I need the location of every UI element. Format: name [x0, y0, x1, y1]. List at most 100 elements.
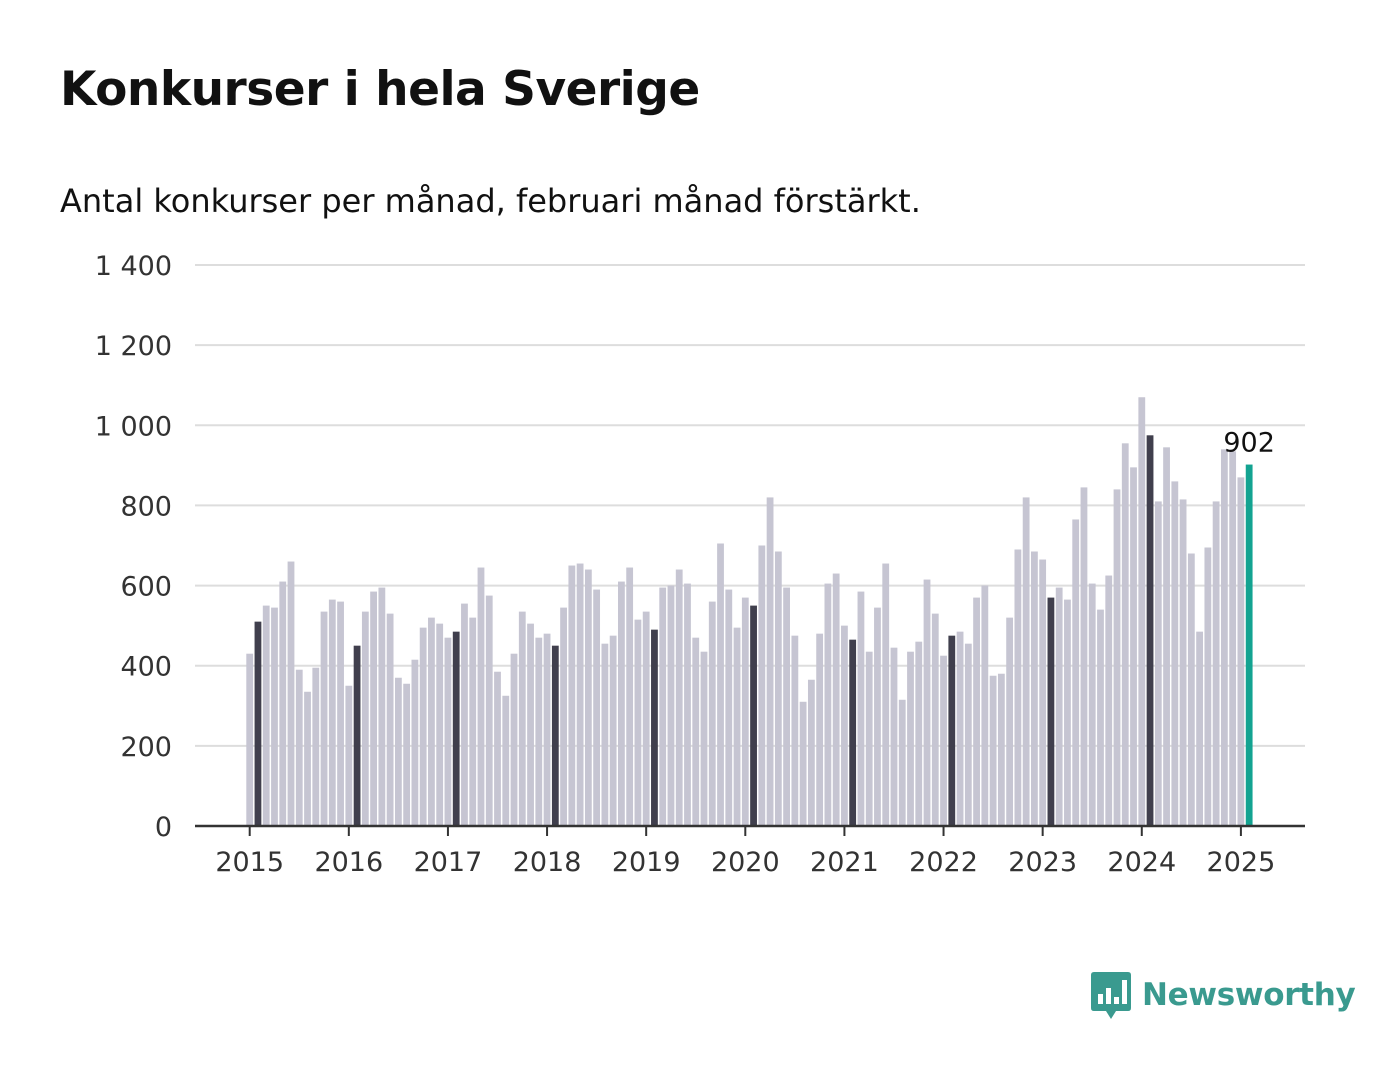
bar	[1187, 553, 1195, 826]
bar	[337, 601, 344, 826]
bar-latest	[1245, 464, 1253, 826]
latest-value-label: 902	[1223, 428, 1275, 459]
bar	[469, 617, 477, 826]
bar	[964, 643, 972, 826]
bar	[717, 543, 724, 826]
bar	[857, 591, 865, 826]
bar	[1022, 497, 1030, 826]
x-axis: 2015 2016 2017 2018 2019 2020 2021 2022 2023 2024…	[195, 824, 1305, 878]
bar	[568, 565, 576, 826]
bar	[989, 675, 997, 826]
bar	[783, 587, 790, 826]
bar-february	[254, 621, 262, 826]
x-tick-label: 2022	[909, 847, 978, 878]
y-tick-label: 800	[120, 491, 172, 522]
bar	[874, 607, 881, 826]
bar	[634, 619, 642, 826]
bar	[527, 623, 534, 826]
bar	[361, 611, 369, 826]
bar	[1039, 559, 1047, 826]
bar	[618, 581, 625, 826]
bar	[1130, 467, 1137, 826]
bar	[675, 569, 683, 826]
bar	[733, 627, 741, 826]
bar	[560, 607, 567, 826]
bar	[461, 603, 468, 826]
bar-february	[551, 645, 559, 826]
x-tick-label: 2015	[215, 847, 284, 878]
bar	[262, 605, 270, 826]
bar	[370, 591, 377, 826]
bar	[510, 653, 518, 826]
bar	[865, 651, 873, 826]
bar	[1064, 599, 1071, 826]
bar	[428, 617, 435, 826]
bar	[1031, 551, 1038, 826]
y-tick-label: 1 200	[95, 331, 172, 362]
bar-february	[849, 639, 857, 826]
bar	[1014, 549, 1022, 826]
bar	[642, 611, 650, 826]
x-tick-label: 2019	[612, 847, 681, 878]
bar	[973, 597, 980, 826]
bar	[626, 567, 634, 826]
bar	[304, 691, 311, 826]
x-tick-label: 2017	[414, 847, 483, 878]
bar	[502, 695, 510, 826]
x-tick-label: 2021	[810, 847, 879, 878]
bar	[345, 685, 353, 826]
bar	[535, 637, 543, 826]
bar-february	[948, 635, 956, 826]
bar	[1121, 443, 1129, 826]
bar	[841, 625, 848, 826]
bar	[576, 563, 584, 826]
bar	[692, 637, 700, 826]
bar	[1138, 397, 1146, 826]
y-tick-label: 1 000	[95, 411, 172, 442]
bar	[1113, 489, 1121, 826]
brand-name: Newsworthy	[1142, 977, 1356, 1013]
bar	[477, 567, 485, 826]
bar-february	[452, 631, 460, 826]
bar	[1237, 477, 1245, 826]
bar-february	[651, 629, 658, 826]
bar	[1204, 547, 1212, 826]
y-axis-labels: 0 200 400 600 800 1 000 1 200 1 400	[95, 251, 172, 843]
bar	[320, 611, 328, 826]
chart-subtitle: Antal konkurser per månad, februari måna…	[60, 182, 921, 220]
bar	[1105, 575, 1113, 826]
bar	[1072, 519, 1080, 826]
bar	[1055, 587, 1063, 826]
bar	[766, 497, 774, 826]
bar	[1163, 447, 1170, 826]
bar	[1171, 481, 1179, 826]
x-tick-label: 2016	[314, 847, 383, 878]
bar	[907, 651, 914, 826]
bar-february	[750, 605, 757, 826]
newsworthy-brand[interactable]: Newsworthy	[1090, 970, 1356, 1020]
bar	[1080, 487, 1088, 826]
bar	[898, 699, 906, 826]
bar-february	[353, 645, 361, 826]
bar	[444, 637, 452, 826]
bar	[494, 671, 501, 826]
bar	[667, 585, 675, 826]
x-tick-label: 2025	[1207, 847, 1276, 878]
bar	[378, 587, 386, 826]
bar	[1212, 501, 1220, 826]
x-tick-label: 2018	[513, 847, 582, 878]
bar	[593, 589, 601, 826]
bar	[312, 667, 320, 826]
bar	[956, 631, 964, 826]
bars	[246, 397, 1253, 826]
bar	[287, 561, 295, 826]
y-tick-label: 600	[120, 572, 172, 603]
bar	[436, 623, 444, 826]
x-tick-label: 2024	[1107, 847, 1176, 878]
bar	[411, 659, 419, 826]
bar	[584, 569, 592, 826]
bar	[758, 545, 766, 826]
bar	[1179, 499, 1187, 826]
bar	[1196, 631, 1203, 826]
